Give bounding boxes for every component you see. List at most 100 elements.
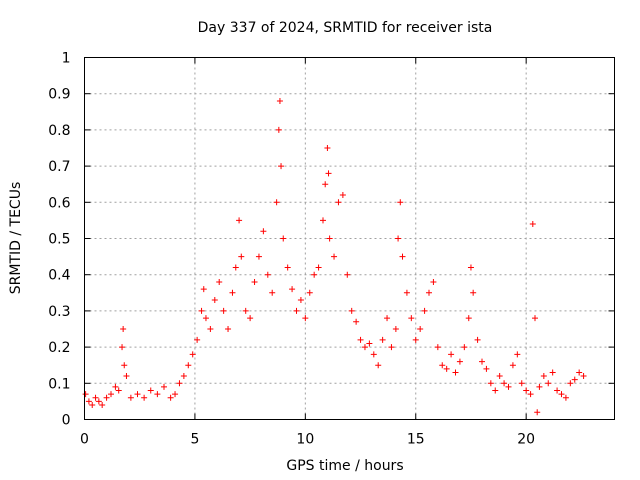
data-point-0-123 (571, 376, 578, 383)
data-point-0-118 (549, 369, 556, 376)
data-point-0-24 (185, 362, 192, 369)
data-point-0-84 (412, 336, 419, 343)
x-axis-label: GPS time / hours (286, 458, 403, 474)
y-tick-label-7: 0.7 (48, 159, 70, 175)
y-tick-label-6: 0.6 (48, 195, 70, 211)
data-point-0-85 (417, 326, 424, 332)
data-point-0-119 (554, 387, 561, 394)
x-tick-label-0: 0 (80, 432, 89, 448)
data-point-0-115 (536, 383, 543, 390)
data-point-0-113 (532, 315, 538, 322)
data-point-0-87 (426, 289, 432, 296)
data-point-0-25 (189, 351, 196, 358)
data-point-0-15 (134, 391, 141, 398)
data-point-0-75 (379, 336, 386, 343)
data-point-0-114 (534, 409, 541, 416)
data-point-0-82 (403, 289, 410, 296)
x-tick-label-3: 15 (407, 432, 425, 448)
data-point-0-22 (176, 380, 183, 387)
data-point-0-10 (119, 344, 126, 351)
data-point-0-111 (527, 391, 534, 398)
data-point-0-32 (216, 278, 223, 285)
y-axis-tick-labels: 0 0.1 0.2 0.3 0.4 0.5 0.6 0.7 0.8 0.9 1 (48, 51, 70, 429)
y-tick-label-9: 0.9 (48, 87, 70, 103)
data-point-0-64 (331, 253, 338, 260)
data-point-0-83 (408, 315, 415, 322)
data-point-0-55 (302, 315, 309, 322)
data-point-0-39 (242, 307, 249, 314)
data-point-0-1 (85, 398, 92, 405)
data-point-0-36 (232, 264, 239, 271)
data-point-0-46 (273, 199, 280, 206)
data-point-0-105 (501, 380, 508, 387)
data-point-0-52 (289, 286, 296, 293)
data-point-0-43 (260, 228, 267, 235)
data-point-0-122 (567, 380, 574, 387)
data-point-0-35 (229, 289, 236, 296)
y-axis-label: SRMTID / TECUs (8, 182, 24, 295)
data-point-0-98 (470, 289, 477, 296)
data-point-0-121 (562, 394, 569, 401)
chart-title: Day 337 of 2024, SRMTID for receiver ist… (198, 20, 493, 36)
y-tick-label-10: 1 (62, 51, 71, 67)
data-point-0-70 (357, 336, 364, 343)
x-tick-label-4: 20 (517, 432, 535, 448)
data-point-0-21 (172, 391, 179, 398)
data-point-0-30 (207, 326, 214, 332)
data-point-0-58 (315, 264, 322, 271)
data-point-0-74 (375, 362, 382, 369)
data-point-0-91 (443, 365, 450, 372)
data-point-0-92 (448, 351, 455, 358)
data-point-0-54 (297, 297, 304, 304)
data-point-0-94 (456, 358, 463, 365)
data-point-0-116 (540, 373, 547, 380)
data-point-0-0 (82, 391, 89, 398)
data-point-0-120 (558, 391, 565, 398)
data-point-0-3 (92, 394, 99, 401)
data-point-0-63 (326, 235, 333, 242)
data-point-0-11 (120, 326, 127, 332)
data-point-0-51 (284, 264, 291, 271)
data-point-0-93 (452, 369, 459, 376)
data-point-0-60 (322, 181, 329, 188)
data-point-0-23 (180, 373, 187, 380)
data-point-0-68 (348, 307, 355, 314)
data-point-0-8 (112, 383, 119, 390)
data-point-0-61 (324, 145, 331, 151)
data-point-0-77 (388, 344, 395, 351)
data-point-0-72 (366, 340, 373, 347)
data-point-0-2 (89, 402, 96, 409)
data-point-0-78 (392, 326, 399, 332)
data-point-0-18 (154, 391, 161, 398)
data-points (82, 97, 587, 416)
x-tick-label-1: 5 (190, 432, 199, 448)
x-axis-tick-labels: 0 5 10 15 20 (80, 432, 535, 448)
data-point-0-16 (141, 394, 148, 401)
data-point-0-33 (220, 307, 227, 314)
data-point-0-42 (255, 253, 262, 260)
x-tick-label-2: 10 (296, 432, 314, 448)
data-point-0-65 (335, 199, 342, 206)
data-point-0-48 (276, 97, 283, 104)
data-point-0-40 (247, 315, 254, 322)
data-point-0-96 (465, 315, 472, 322)
data-point-0-89 (434, 344, 441, 351)
data-point-0-47 (275, 126, 282, 133)
y-tick-label-3: 0.3 (48, 304, 70, 320)
data-point-0-80 (397, 199, 404, 206)
data-point-0-104 (496, 373, 503, 380)
data-point-0-4 (95, 398, 102, 405)
data-point-0-66 (339, 192, 346, 199)
y-tick-label-8: 0.8 (48, 123, 70, 139)
data-point-0-67 (344, 271, 351, 278)
data-point-0-12 (121, 362, 128, 369)
data-point-0-79 (395, 235, 402, 242)
data-point-0-124 (576, 369, 583, 376)
data-point-0-103 (492, 387, 499, 394)
data-point-0-107 (509, 362, 516, 369)
y-tick-label-5: 0.5 (48, 232, 70, 248)
data-point-0-19 (161, 383, 167, 390)
data-point-0-95 (461, 344, 468, 351)
data-point-0-56 (306, 289, 313, 296)
